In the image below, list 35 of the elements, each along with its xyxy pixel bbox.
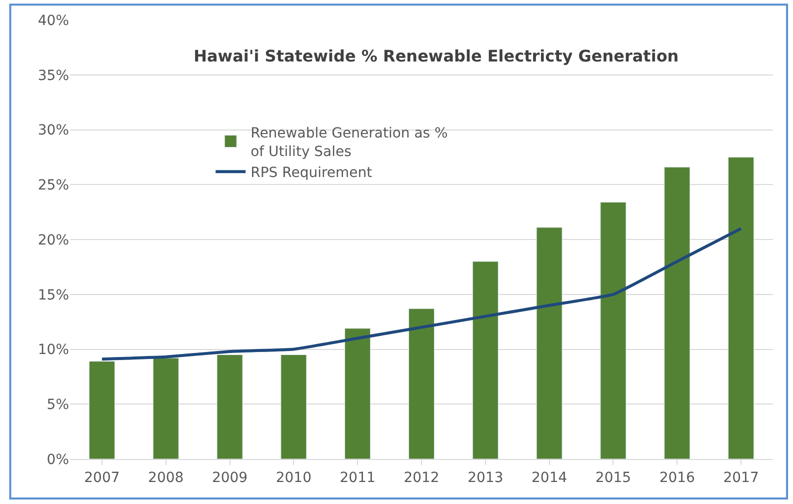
y-tick-label: 40% <box>38 12 69 29</box>
y-tick-label: 20% <box>38 232 69 248</box>
x-tick-label: 2013 <box>468 470 504 486</box>
bar <box>600 202 626 459</box>
x-tick-label: 2015 <box>595 470 632 486</box>
x-tick-label: 2009 <box>212 470 248 486</box>
bar <box>88 361 115 459</box>
x-tick-label: 2014 <box>532 470 568 486</box>
x-tick-label: 2007 <box>84 470 120 486</box>
bar <box>536 227 562 459</box>
x-tick-label: 2010 <box>276 470 312 486</box>
bar <box>280 354 307 459</box>
x-tick-label: 2012 <box>404 470 440 486</box>
x-tick-label: 2011 <box>340 470 376 486</box>
text: Hawai'i Statewide % Renewable Electricty Generation <box>194 46 679 66</box>
bar <box>408 308 435 459</box>
x-tick-label: 2008 <box>148 470 184 486</box>
y-tick-label: 10% <box>38 342 69 358</box>
y-tick-label: 25% <box>38 178 69 194</box>
x-tick-label: 2017 <box>723 470 759 486</box>
bar <box>152 358 179 459</box>
legend-label: RPS Requirement <box>250 165 373 182</box>
bar <box>472 261 498 459</box>
y-tick-label: 0% <box>46 452 69 468</box>
y-tick-label: 30% <box>38 122 69 139</box>
bar <box>728 156 754 459</box>
line-series <box>100 227 743 361</box>
bar <box>344 328 371 459</box>
y-tick-label: 5% <box>46 397 69 414</box>
y-tick-label: 35% <box>38 68 69 84</box>
x-tick-label: 2016 <box>659 470 696 486</box>
y-tick-label: 15% <box>38 287 69 304</box>
legend-label: Renewable Generation as % of Utility Sales <box>250 126 448 160</box>
bar <box>664 166 690 459</box>
bar <box>216 354 243 459</box>
